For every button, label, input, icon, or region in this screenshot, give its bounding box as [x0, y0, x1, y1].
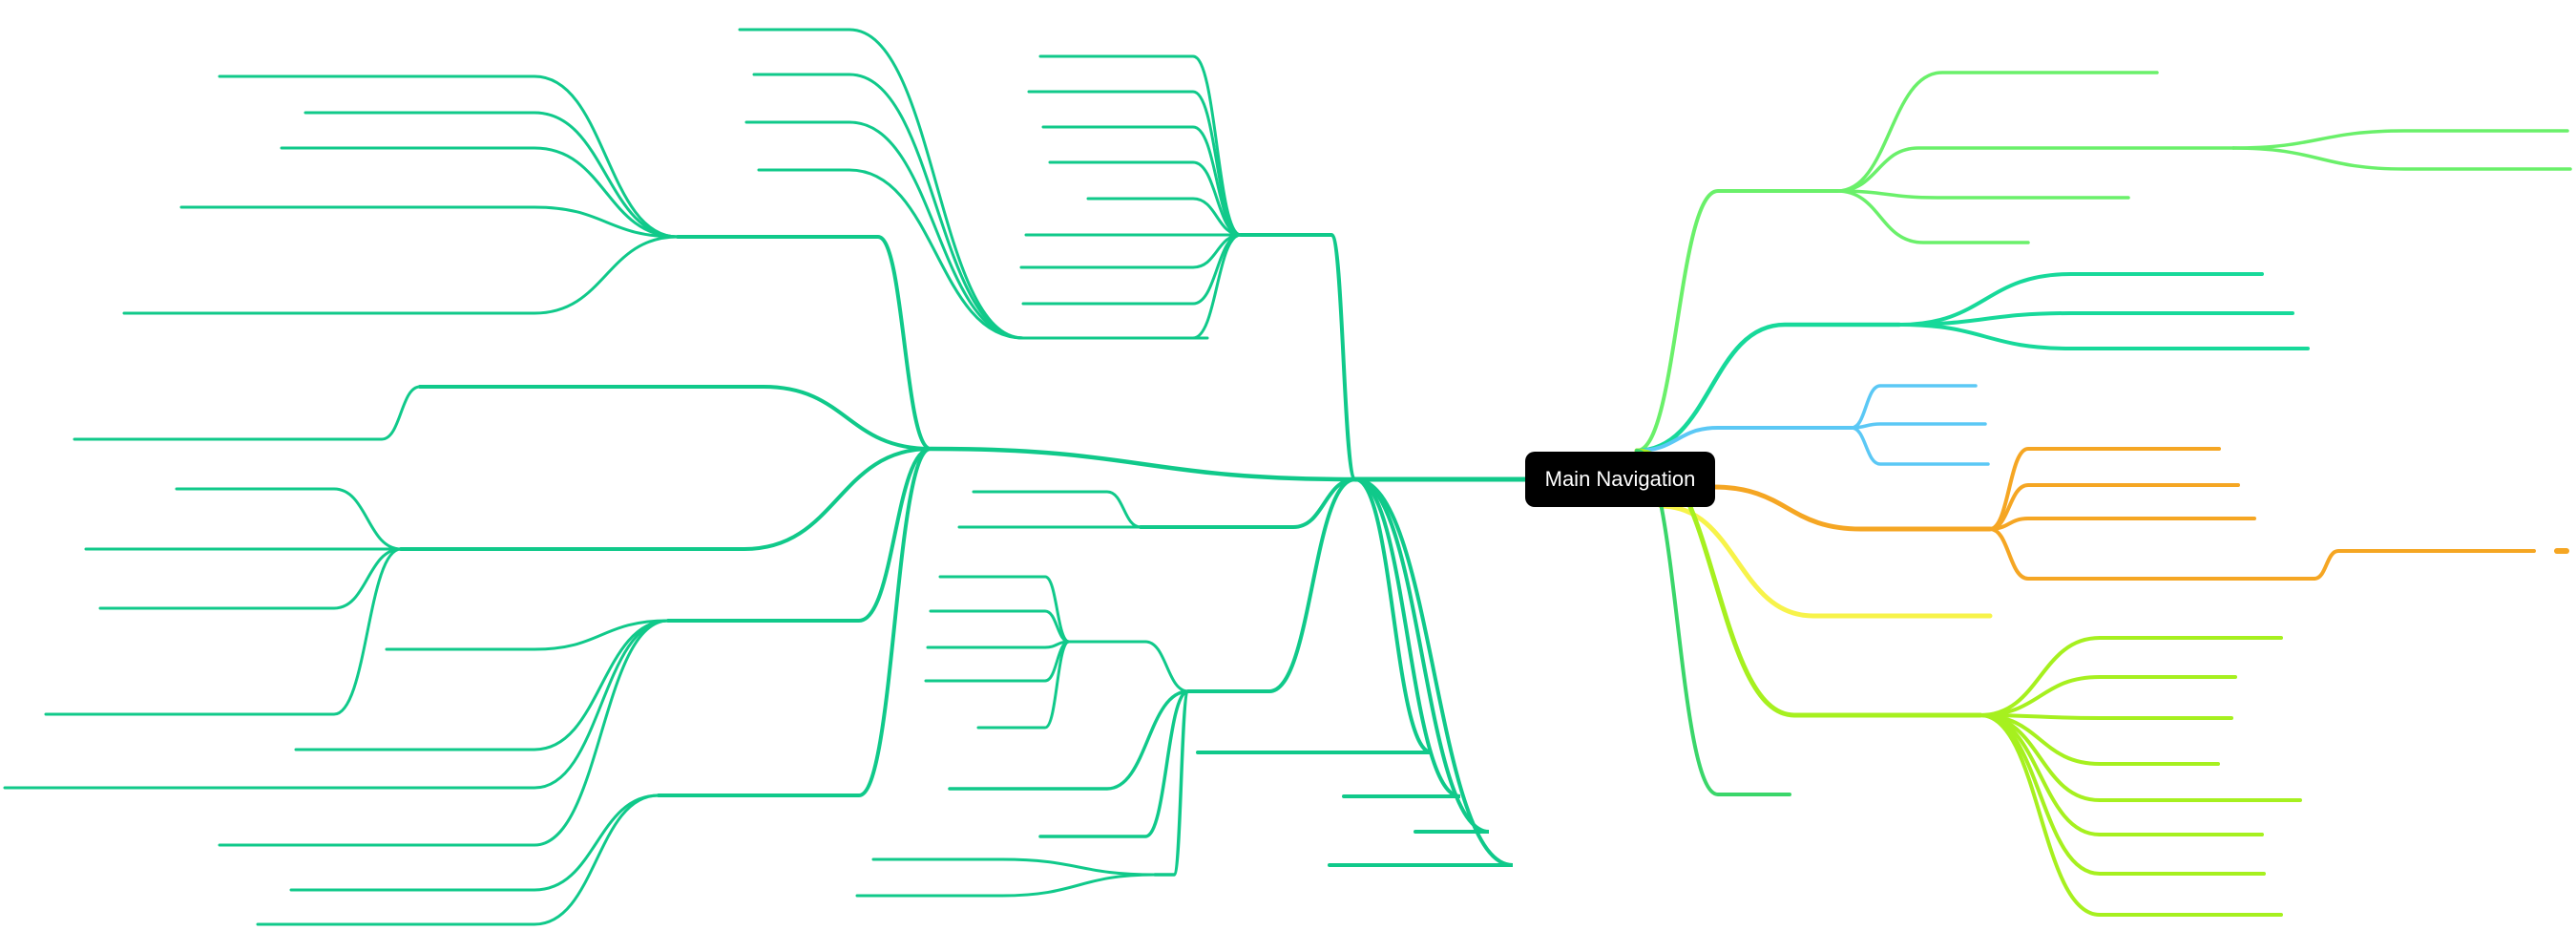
right-branch-4-grandchild: [2313, 549, 2536, 581]
left-f-link: [1353, 477, 1490, 834]
left-e-hub: [1067, 640, 1190, 693]
left-c-grandchild: [385, 619, 670, 651]
left-c-grandchild: [294, 619, 670, 751]
left-b-child: [757, 168, 1025, 340]
right-branch-group: [1634, 71, 2572, 917]
left-c-grandchild: [122, 235, 680, 315]
left-c-child-1: [676, 235, 932, 451]
left-c-grandchild: [256, 793, 660, 926]
left-a-child: [1021, 233, 1243, 306]
right-branch-4-link: [1710, 484, 1993, 532]
left-c-grandchild: [3, 619, 670, 790]
left-e-grandchild: [926, 640, 1071, 649]
left-c-child-3: [399, 447, 932, 551]
left-b-child: [752, 73, 1025, 340]
left-a-link: [1239, 233, 1357, 481]
left-f-link: [1328, 477, 1514, 867]
right-branch-4-child: [1988, 527, 2316, 581]
left-b-child: [738, 28, 1025, 340]
left-c-child-4: [666, 447, 932, 623]
left-c-grandchild: [218, 619, 670, 847]
right-branch-2-child: [1897, 323, 2310, 350]
left-d-link: [1139, 477, 1357, 529]
right-branch-1-child: [1835, 146, 2235, 193]
left-c-grandchild: [98, 547, 403, 610]
right-branch-4-child: [1988, 517, 2256, 531]
left-e-link: [1186, 477, 1357, 693]
root-node[interactable]: Main Navigation: [1525, 452, 1715, 507]
left-f-link: [1196, 477, 1433, 754]
right-branch-2-link: [1634, 322, 1902, 454]
right-branch-1-grandchild: [2231, 146, 2572, 171]
right-branch-1-link: [1635, 189, 1839, 453]
left-c-grandchild: [44, 547, 403, 716]
left-c-link: [928, 446, 1358, 482]
left-e-child: [948, 689, 1190, 791]
left-c-grandchild: [179, 205, 680, 239]
right-branch-5-link: [1658, 503, 1993, 619]
right-branch-4-child: [1988, 483, 2240, 531]
left-a-child: [1019, 233, 1243, 269]
right-branch-6-child: [1979, 675, 2237, 717]
right-branch-3-child: [1850, 426, 1990, 466]
left-d-child: [972, 490, 1142, 529]
right-branch-3-link: [1635, 426, 1853, 453]
left-branch-group: [3, 28, 1530, 926]
right-branch-6-child: [1979, 713, 2266, 876]
right-branch-1-grandchild: [2231, 129, 2569, 150]
left-c-grandchild: [73, 385, 422, 441]
right-branch-2-child: [1897, 272, 2264, 327]
right-branch-3-child: [1850, 422, 1987, 430]
right-branch-1-child: [1835, 189, 2030, 244]
left-e-child: [1038, 689, 1190, 838]
left-b-child: [744, 120, 1025, 340]
left-c-grandchild: [218, 74, 680, 239]
left-c-grandchild: [304, 111, 680, 239]
left-e-grandchild: [976, 640, 1071, 730]
right-branch-6-child: [1979, 713, 2233, 720]
right-branch-1-child: [1835, 71, 2159, 193]
left-e-grandchild: [929, 609, 1071, 644]
root-node-label: Main Navigation: [1544, 467, 1696, 491]
left-f-link: [1342, 477, 1461, 798]
right-branch-6-child: [1979, 713, 2283, 917]
left-c-child-2: [418, 385, 932, 451]
left-e-child: [1153, 689, 1190, 877]
left-c-grandchild: [175, 487, 403, 551]
right-branch-6-child: [1979, 713, 2302, 802]
left-a-child: [1021, 233, 1243, 340]
left-a-child: [1086, 197, 1243, 237]
left-e-grandchild: [871, 857, 1157, 877]
left-e-grandchild: [938, 575, 1071, 644]
right-branch-3-child: [1850, 384, 1978, 430]
right-branch-1-child: [1835, 189, 2130, 200]
left-c-child-5: [657, 447, 932, 797]
left-c-grandchild: [280, 146, 680, 239]
left-a-child: [1048, 160, 1243, 237]
left-c-grandchild: [289, 793, 660, 892]
left-e-grandchild: [855, 873, 1157, 898]
